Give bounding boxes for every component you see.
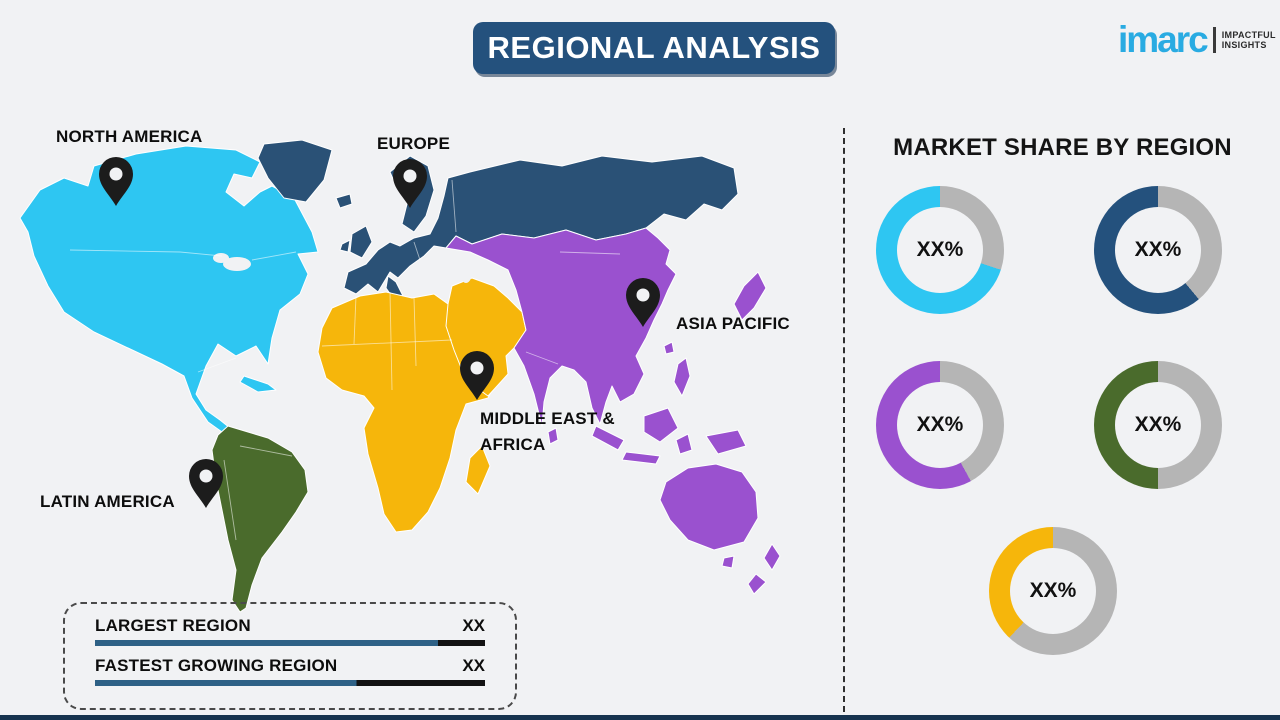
donut-latin-america: XX% — [1094, 361, 1222, 489]
region-africa-madagascar — [465, 445, 491, 495]
region-asia-mainland — [445, 227, 677, 427]
region-asia-sumatra — [591, 425, 625, 451]
donut-north-america: XX% — [876, 186, 1004, 314]
donut-value: XX% — [1134, 413, 1182, 436]
us-canada-border — [69, 249, 223, 257]
region-africa — [317, 291, 499, 533]
logo-tagline-line1: IMPACTFUL — [1221, 30, 1276, 40]
legend-box: LARGEST REGION XX FASTEST GROWING REGION… — [63, 602, 517, 710]
label-middle-east-africa: MIDDLE EAST & AFRICA — [480, 406, 615, 458]
logo-divider — [1212, 27, 1216, 53]
imarc-logo: imarc IMPACTFUL INSIGHTS — [1118, 19, 1276, 60]
label-middle-east-africa-line2: AFRICA — [480, 435, 546, 454]
label-europe: EUROPE — [377, 134, 450, 153]
canada-east-border — [251, 251, 297, 261]
africa-border-2 — [389, 291, 393, 391]
map-pins — [99, 157, 660, 508]
donut-value: XX% — [1134, 238, 1182, 261]
logo-tagline-line2: INSIGHTS — [1221, 40, 1267, 50]
donut-value: XX% — [1029, 579, 1077, 602]
bottom-accent-strip — [0, 715, 1280, 720]
caspian-sea — [459, 253, 473, 283]
panel-divider — [843, 128, 845, 712]
legend-bar-fastest — [95, 680, 485, 686]
legend-bar-largest — [95, 640, 485, 646]
page-title: REGIONAL ANALYSIS — [487, 30, 821, 65]
imarc-brand-text: imarc — [1118, 19, 1209, 60]
donut-value: XX% — [916, 413, 964, 436]
region-asia-new-guinea — [705, 429, 747, 455]
black-sea — [425, 255, 447, 265]
market-share-heading: MARKET SHARE BY REGION — [893, 134, 1232, 161]
region-asia-srilanka — [547, 427, 559, 445]
china-india-border — [525, 351, 559, 365]
pin-latin-america — [189, 459, 223, 508]
region-europe-iceland — [335, 193, 353, 209]
great-lakes — [223, 257, 251, 271]
region-europe-greenland — [257, 140, 333, 203]
legend-value-fastest: XX — [462, 656, 485, 675]
label-latin-america: LATIN AMERICA — [40, 492, 175, 511]
region-asia-japan — [733, 271, 767, 321]
russia-border — [451, 179, 457, 233]
donut-hole: XX% — [1115, 207, 1201, 293]
donut-hole: XX% — [1010, 548, 1096, 634]
africa-border-3 — [413, 297, 417, 367]
logo-tagline: IMPACTFUL INSIGHTS — [1222, 30, 1276, 50]
region-asia-nz-south — [747, 573, 767, 595]
brazil-border — [239, 445, 293, 457]
pin-north-america — [99, 157, 133, 206]
region-asia-borneo — [643, 407, 679, 443]
pin-middle-east-africa — [460, 351, 494, 400]
region-asia-australia — [659, 463, 759, 551]
legend-value-largest: XX — [462, 616, 485, 635]
europe-border — [413, 241, 421, 261]
donut-hole: XX% — [897, 382, 983, 468]
label-north-america: NORTH AMERICA — [56, 127, 203, 146]
label-asia-pacific: ASIA PACIFIC — [676, 314, 790, 333]
world-map — [19, 140, 781, 613]
region-asia-nz-north — [763, 543, 781, 571]
region-north-america-cuba — [239, 375, 277, 393]
sahara-border — [321, 339, 453, 347]
region-europe-ireland — [339, 239, 351, 253]
donut-hole: XX% — [1115, 382, 1201, 468]
legend-label-fastest: FASTEST GROWING REGION — [95, 656, 338, 675]
title-banner: REGIONAL ANALYSIS — [473, 22, 835, 74]
donut-hole: XX% — [897, 207, 983, 293]
legend-label-largest: LARGEST REGION — [95, 616, 251, 635]
region-asia-sulawesi — [675, 433, 693, 455]
region-latin-america — [211, 425, 309, 613]
andes-border — [223, 459, 237, 541]
region-europe-uk — [349, 225, 373, 259]
us-mexico-border — [197, 357, 237, 373]
region-north-america — [19, 145, 319, 433]
donut-value: XX% — [916, 238, 964, 261]
pin-europe — [393, 159, 427, 208]
region-asia-tasmania — [721, 555, 735, 569]
region-asia-taiwan — [663, 341, 675, 355]
region-asia-java — [621, 451, 661, 465]
region-asia-philippines — [673, 357, 691, 397]
pin-asia-pacific — [626, 278, 660, 327]
china-mongolia-border — [559, 251, 621, 255]
legend-row-fastest: FASTEST GROWING REGION XX — [95, 656, 485, 686]
donut-middle-east-africa: XX% — [989, 527, 1117, 655]
great-lakes-west — [213, 253, 229, 263]
label-middle-east-africa-line1: MIDDLE EAST & — [480, 409, 615, 428]
africa-border-1 — [353, 295, 357, 345]
legend-row-largest: LARGEST REGION XX — [95, 616, 485, 646]
donut-asia-pacific: XX% — [876, 361, 1004, 489]
donut-europe: XX% — [1094, 186, 1222, 314]
